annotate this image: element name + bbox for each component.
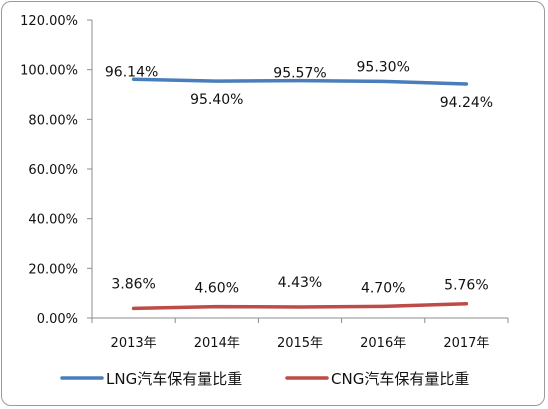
data-label: 96.14% — [105, 64, 158, 80]
x-tick-label: 2015年 — [277, 336, 323, 351]
axes: 0.00% 20.00% 40.00% 60.00% 80.00% 100.00% 120.… — [20, 14, 509, 351]
data-label: 95.40% — [190, 92, 243, 108]
data-labels-layer: 96.14% 95.40% 95.57% 95.30% 94.24% 3.86% 4.60%… — [105, 59, 493, 296]
y-tick-label: 80.00% — [28, 113, 78, 128]
data-label: 4.60% — [195, 281, 239, 297]
legend-label-0: LNG汽车保有量比重 — [106, 370, 242, 388]
x-tick-label: 2013年 — [111, 336, 157, 351]
series-line-1 — [131, 301, 469, 311]
data-label: 5.76% — [444, 278, 488, 294]
y-tick-label: 20.00% — [28, 262, 78, 277]
data-label: 95.30% — [357, 59, 410, 75]
x-tick-label: 2014年 — [194, 336, 240, 351]
y-tick-label: 120.00% — [20, 14, 78, 29]
legend: LNG汽车保有量比重 CNG汽车保有量比重 — [60, 370, 469, 388]
data-label: 95.57% — [273, 66, 326, 82]
y-tick-label: 0.00% — [37, 312, 78, 327]
y-tick-label: 60.00% — [28, 163, 78, 178]
data-label: 94.24% — [440, 95, 493, 111]
x-tick-label: 2016年 — [360, 336, 406, 351]
data-label: 4.70% — [361, 280, 405, 296]
x-tick-label: 2017年 — [443, 336, 489, 351]
series-layer — [131, 77, 469, 311]
legend-label-1: CNG汽车保有量比重 — [331, 370, 469, 388]
data-label: 3.86% — [111, 276, 155, 292]
y-tick-label: 100.00% — [20, 64, 78, 79]
data-label: 4.43% — [278, 275, 322, 291]
y-tick-label: 40.00% — [28, 213, 78, 228]
